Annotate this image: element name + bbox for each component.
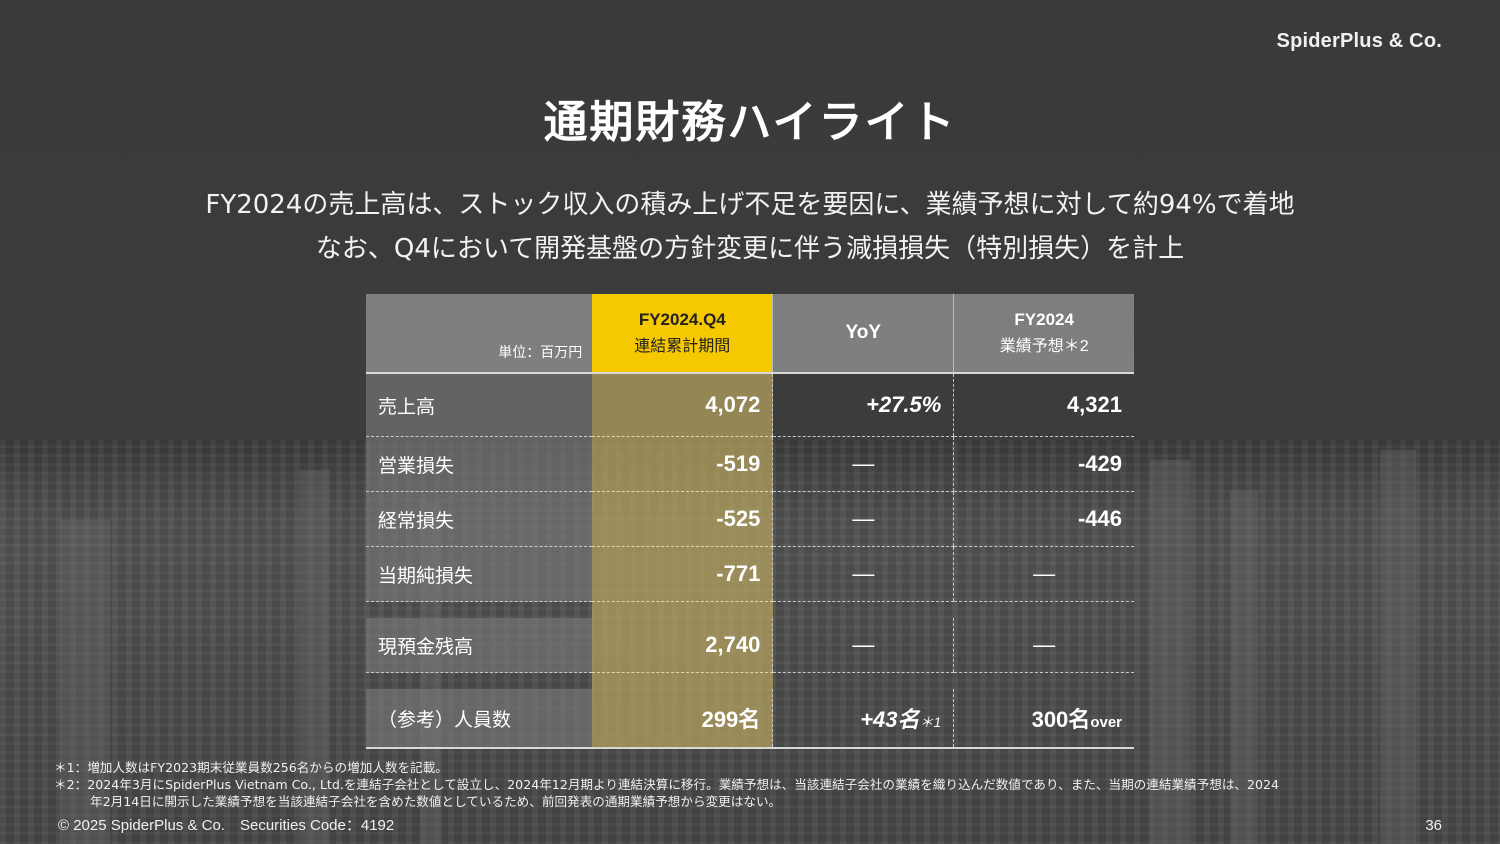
subtitle-line-2: なお、Q4において開発基盤の方針変更に伴う減損損失（特別損失）を計上 xyxy=(315,234,1185,264)
copyright: © 2025 SpiderPlus & Co. Securities Code：… xyxy=(58,817,395,834)
table-spacer xyxy=(366,601,1134,618)
yoy-value: +27.5% xyxy=(772,373,954,437)
table-row: 現預金残高 2,740 — — xyxy=(366,618,1134,673)
q4-value: -771 xyxy=(592,546,773,602)
yoy-value: +43名＊1 xyxy=(772,689,954,749)
table-row: 経常損失 -525 — -446 xyxy=(366,491,1134,547)
q4-value: 2,740 xyxy=(592,618,773,673)
row-label: （参考）人員数 xyxy=(366,689,593,749)
subtitle-line-1: FY2024の売上高は、ストック収入の積み上げ不足を要因に、業績予想に対して約9… xyxy=(205,190,1295,220)
header-q4-line1: FY2024.Q4 xyxy=(638,310,726,329)
yoy-value: — xyxy=(772,491,954,547)
yoy-headcount-unit: 名 xyxy=(897,707,920,732)
forecast-value: 4,321 xyxy=(953,373,1134,437)
yoy-footnote-mark: ＊1 xyxy=(919,714,942,730)
row-label: 現預金残高 xyxy=(366,618,593,673)
header-yoy: YoY xyxy=(772,294,954,374)
footnote-1: ＊1：増加人数はFY2023期末従業員数256名からの増加人数を記載。 xyxy=(54,760,448,775)
forecast-headcount-number: 300 xyxy=(1031,707,1069,732)
q4-value: 4,072 xyxy=(592,373,773,437)
forecast-headcount-unit: 名 xyxy=(1068,707,1091,732)
row-label: 経常損失 xyxy=(366,491,593,547)
footnote-2: ＊2：2024年3月にSpiderPlus Vietnam Co., Ltd.を… xyxy=(54,777,1280,792)
header-q4-line2: 連結累計期間 xyxy=(634,338,731,355)
q4-value: -525 xyxy=(592,491,773,547)
yoy-headcount-number: +43 xyxy=(860,707,898,732)
q4-headcount-number: 299 xyxy=(701,707,739,732)
header-forecast-line1: FY2024 xyxy=(1014,310,1074,329)
table-row: 営業損失 -519 — -429 xyxy=(366,436,1134,492)
footnote-2-continued: 年2月14日に開示した業績予想を当該連結子会社を含めた数値としているため、前回発… xyxy=(90,794,782,809)
financial-highlights-table: 単位：百万円 FY2024.Q4 連結累計期間 YoY FY2024 業績予想＊… xyxy=(366,294,1134,749)
yoy-value: — xyxy=(772,546,954,602)
row-label: 当期純損失 xyxy=(366,546,593,602)
table-spacer xyxy=(366,672,1134,689)
header-forecast-line2: 業績予想＊2 xyxy=(999,338,1089,355)
row-label: 売上高 xyxy=(366,373,593,437)
unit-label: 単位：百万円 xyxy=(366,294,593,374)
table-header-row: 単位：百万円 FY2024.Q4 連結累計期間 YoY FY2024 業績予想＊… xyxy=(366,294,1134,374)
yoy-value: — xyxy=(772,618,954,673)
table-row: 当期純損失 -771 — — xyxy=(366,546,1134,602)
header-fy2024-q4: FY2024.Q4 連結累計期間 xyxy=(592,294,773,374)
page-title: 通期財務ハイライト xyxy=(543,97,957,148)
forecast-value: — xyxy=(953,618,1134,673)
table-row: 売上高 4,072 +27.5% 4,321 xyxy=(366,373,1134,437)
table-row: （参考）人員数 299名 +43名＊1 300名over xyxy=(366,689,1134,749)
q4-value: 299名 xyxy=(592,689,773,749)
forecast-value: -429 xyxy=(953,436,1134,492)
q4-value: -519 xyxy=(592,436,773,492)
page-number: 36 xyxy=(1425,817,1442,834)
forecast-value: 300名over xyxy=(953,689,1134,749)
footnotes: ＊1：増加人数はFY2023期末従業員数256名からの増加人数を記載。 ＊2：2… xyxy=(54,759,1279,810)
forecast-headcount-suffix: over xyxy=(1090,714,1122,731)
yoy-value: — xyxy=(772,436,954,492)
forecast-value: -446 xyxy=(953,491,1134,547)
header-forecast: FY2024 業績予想＊2 xyxy=(953,294,1134,374)
forecast-value: — xyxy=(953,546,1134,602)
company-logo: SpiderPlus & Co. xyxy=(1276,30,1442,52)
q4-headcount-unit: 名 xyxy=(738,707,761,732)
row-label: 営業損失 xyxy=(366,436,593,492)
